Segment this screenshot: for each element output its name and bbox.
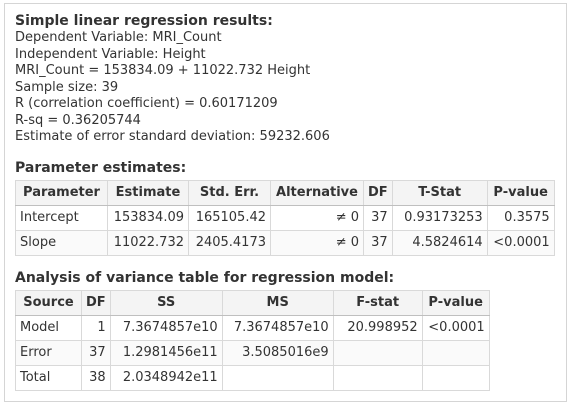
cell-std-err: 2405.4173	[188, 229, 271, 256]
cell-parameter: Slope	[15, 229, 108, 256]
cell-p-value: <0.0001	[421, 314, 490, 341]
cell-df: 1	[81, 314, 111, 341]
column-header-ms: MS	[221, 289, 334, 316]
cell-alternative: ≠ 0	[270, 229, 364, 256]
column-header-source: Source	[15, 289, 82, 316]
cell-alternative: ≠ 0	[270, 204, 364, 231]
cell-t-stat: 0.93173253	[391, 204, 488, 231]
column-header-df: DF	[363, 179, 393, 206]
column-header-std-err: Std. Err.	[188, 179, 271, 206]
cell-ss: 7.3674857e10	[109, 314, 223, 341]
column-header-df: DF	[81, 289, 111, 316]
table-row: Total 38 2.0348942e11	[15, 364, 490, 391]
summary-title: Simple linear regression results:	[15, 13, 273, 29]
column-header-p-value: P-value	[421, 289, 490, 316]
cell-p-value	[421, 339, 490, 366]
cell-source: Model	[15, 314, 82, 341]
dependent-variable-line: Dependent Variable: MRI_Count	[15, 30, 222, 45]
column-header-p-value: P-value	[486, 179, 555, 206]
cell-source: Error	[15, 339, 82, 366]
anova-table: Source DF SS MS F-stat P-value Model 1 7…	[15, 289, 490, 391]
correlation-coefficient-line: R (correlation coefficient) = 0.60171209	[15, 96, 278, 111]
r-squared-line: R-sq = 0.36205744	[15, 112, 141, 128]
cell-estimate: 153834.09	[107, 204, 189, 231]
cell-f-stat	[332, 364, 423, 391]
cell-p-value: 0.3575	[486, 204, 555, 231]
cell-df: 37	[363, 204, 393, 231]
table-header-row: Parameter Estimate Std. Err. Alternative…	[15, 179, 555, 206]
independent-variable-line: Independent Variable: Height	[15, 46, 206, 62]
table-row: Intercept 153834.09 165105.42 ≠ 0 37 0.9…	[15, 204, 555, 231]
cell-ms	[221, 364, 334, 391]
regression-equation-line: MRI_Count = 153834.09 + 11022.732 Height	[15, 63, 311, 78]
column-header-alternative: Alternative	[270, 179, 364, 206]
table-row: Model 1 7.3674857e10 7.3674857e10 20.998…	[15, 314, 490, 341]
cell-ms: 7.3674857e10	[221, 314, 334, 341]
table-row: Error 37 1.2981456e11 3.5085016e9	[15, 339, 490, 366]
column-header-estimate: Estimate	[107, 179, 189, 206]
column-header-f-stat: F-stat	[332, 289, 423, 316]
parameter-estimates-title: Parameter estimates:	[15, 159, 187, 176]
cell-parameter: Intercept	[15, 204, 108, 231]
cell-std-err: 165105.42	[188, 204, 271, 231]
table-row: Slope 11022.732 2405.4173 ≠ 0 37 4.58246…	[15, 229, 555, 256]
cell-p-value: <0.0001	[486, 229, 555, 256]
cell-f-stat: 20.998952	[332, 314, 423, 341]
cell-source: Total	[15, 364, 82, 391]
column-header-ss: SS	[109, 289, 223, 316]
table-header-row: Source DF SS MS F-stat P-value	[15, 289, 490, 316]
error-std-deviation-line: Estimate of error standard deviation: 59…	[15, 129, 330, 144]
cell-p-value	[421, 364, 490, 391]
parameter-estimates-table: Parameter Estimate Std. Err. Alternative…	[15, 179, 555, 256]
anova-table-title: Analysis of variance table for regressio…	[15, 269, 395, 286]
cell-ss: 2.0348942e11	[109, 364, 223, 391]
sample-size-line: Sample size: 39	[15, 79, 119, 95]
column-header-parameter: Parameter	[15, 179, 108, 206]
cell-f-stat	[332, 339, 423, 366]
cell-ss: 1.2981456e11	[109, 339, 223, 366]
results-content: Simple linear regression results: Depend…	[15, 13, 566, 391]
cell-df: 37	[81, 339, 111, 366]
column-header-t-stat: T-Stat	[391, 179, 488, 206]
cell-estimate: 11022.732	[107, 229, 189, 256]
cell-ms: 3.5085016e9	[221, 339, 334, 366]
results-panel: Simple linear regression results: Depend…	[4, 3, 567, 402]
cell-df: 38	[81, 364, 111, 391]
cell-df: 37	[363, 229, 393, 256]
cell-t-stat: 4.5824614	[391, 229, 488, 256]
regression-summary: Simple linear regression results: Depend…	[15, 13, 566, 146]
